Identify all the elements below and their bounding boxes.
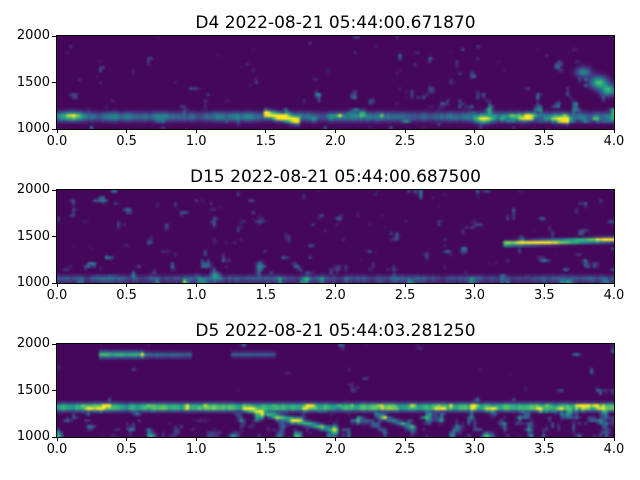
x-tick-mark (404, 437, 406, 441)
x-tick-label: 3.5 (534, 134, 555, 149)
x-tick-mark (265, 283, 267, 287)
x-tick-mark (126, 129, 128, 133)
x-tick-mark (474, 129, 476, 133)
x-tick-label: 4.0 (603, 288, 625, 303)
x-tick-mark (543, 129, 545, 133)
x-tick-mark (543, 437, 545, 441)
spectrogram-area-d15 (56, 189, 615, 284)
plot-title: D5 2022-08-21 05:44:03.281250 (195, 321, 476, 341)
plot-title: D15 2022-08-21 05:44:00.687500 (190, 167, 481, 187)
x-tick-mark (404, 283, 406, 287)
x-tick-mark (265, 129, 267, 133)
y-tick-label: 2000 (16, 336, 50, 351)
x-tick-mark (474, 283, 476, 287)
y-tick-mark (52, 436, 56, 438)
x-tick-mark (195, 437, 197, 441)
x-tick-label: 3.0 (464, 442, 486, 457)
x-tick-label: 0.5 (116, 288, 137, 303)
x-tick-label: 3.0 (464, 134, 486, 149)
x-tick-label: 2.0 (325, 134, 346, 149)
x-tick-label: 1.5 (255, 442, 277, 457)
x-tick-label: 1.0 (185, 288, 207, 303)
x-tick-mark (404, 129, 406, 133)
spectrogram-area-d4 (56, 35, 615, 130)
x-tick-label: 2.0 (325, 442, 346, 457)
x-tick-label: 0.0 (46, 288, 68, 303)
x-tick-mark (56, 437, 58, 441)
y-tick-mark (52, 390, 56, 391)
y-tick-label: 1500 (16, 228, 50, 244)
x-tick-mark (543, 283, 545, 287)
x-tick-mark (126, 437, 128, 441)
y-tick-label: 1000 (16, 121, 50, 136)
x-tick-label: 4.0 (603, 442, 625, 457)
x-tick-label: 0.0 (46, 134, 68, 149)
x-tick-mark (195, 129, 197, 133)
y-tick-label: 1000 (16, 429, 50, 444)
y-tick-mark (52, 35, 56, 37)
spectrogram-canvas-d5 (57, 344, 614, 437)
x-tick-mark (613, 283, 615, 287)
x-tick-mark (56, 283, 58, 287)
x-tick-label: 0.5 (116, 134, 137, 149)
x-tick-label: 1.5 (255, 134, 277, 149)
x-tick-label: 0.0 (46, 442, 68, 457)
y-tick-label: 2000 (16, 182, 50, 197)
x-tick-mark (335, 129, 336, 133)
y-tick-mark (52, 82, 56, 83)
x-tick-label: 4.0 (603, 134, 625, 149)
x-tick-mark (474, 437, 476, 441)
x-tick-mark (265, 437, 267, 441)
y-tick-mark (52, 236, 56, 237)
x-tick-label: 2.0 (325, 288, 346, 303)
x-tick-label: 3.5 (534, 442, 555, 457)
x-tick-mark (335, 437, 336, 441)
spectrogram-area-d5 (56, 343, 615, 438)
x-tick-mark (613, 437, 615, 441)
x-tick-mark (335, 283, 336, 287)
x-tick-mark (126, 283, 128, 287)
y-tick-label: 1500 (16, 74, 50, 90)
x-tick-mark (56, 129, 58, 133)
y-tick-mark (52, 282, 56, 284)
x-tick-label: 1.0 (185, 134, 207, 149)
x-tick-label: 0.5 (116, 442, 137, 457)
x-tick-label: 1.5 (255, 288, 277, 303)
spectrogram-canvas-d4 (57, 36, 614, 129)
x-tick-label: 1.0 (185, 442, 207, 457)
y-tick-mark (52, 189, 56, 191)
x-tick-label: 3.0 (464, 288, 486, 303)
y-tick-mark (52, 128, 56, 130)
x-tick-label: 3.5 (534, 288, 555, 303)
x-tick-label: 2.5 (394, 442, 416, 457)
y-tick-label: 1000 (16, 275, 50, 290)
y-tick-label: 2000 (16, 28, 50, 43)
plot-title: D4 2022-08-21 05:44:00.671870 (195, 13, 476, 33)
spectrogram-canvas-d15 (57, 190, 614, 283)
x-tick-mark (195, 283, 197, 287)
y-tick-mark (52, 343, 56, 345)
y-tick-label: 1500 (16, 382, 50, 398)
x-tick-label: 2.5 (394, 288, 416, 303)
x-tick-mark (613, 129, 615, 133)
x-tick-label: 2.5 (394, 134, 416, 149)
